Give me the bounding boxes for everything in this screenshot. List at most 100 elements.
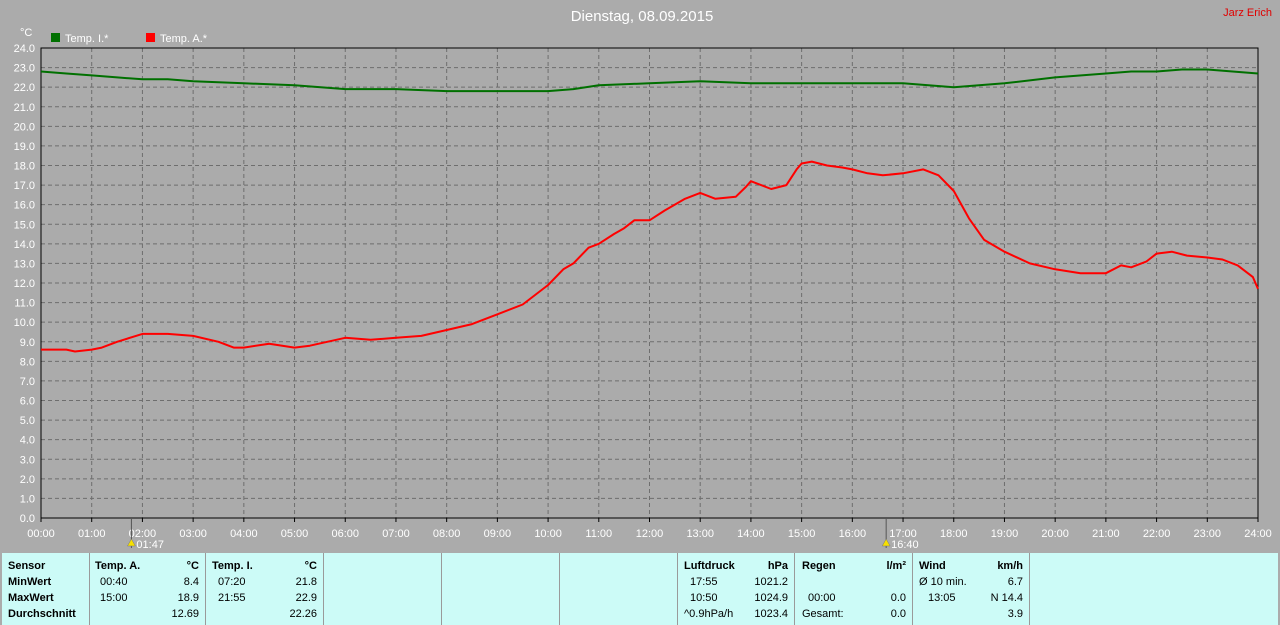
x-tick-label: 05:00 — [281, 528, 309, 540]
wind-gust-time: 13:05 — [928, 592, 956, 604]
pressure-unit: hPa — [767, 560, 788, 572]
chart-title: Dienstag, 08.09.2015 — [571, 8, 714, 25]
rain-unit: l/m² — [886, 560, 906, 572]
empty-column-2 — [442, 553, 560, 625]
y-tick-label: 11.0 — [14, 298, 35, 310]
y-tick-label: 18.0 — [14, 161, 35, 173]
temp-a-max-value: 18.9 — [177, 592, 199, 604]
wind-gust-value: N 14.4 — [990, 592, 1023, 604]
x-tick-label: 16:00 — [839, 528, 867, 540]
y-tick-label: 17.0 — [14, 180, 35, 192]
y-tick-label: 14.0 — [14, 239, 35, 251]
temp-i-min-time: 07:20 — [218, 576, 246, 588]
x-tick-label: 19:00 — [991, 528, 1019, 540]
legend-swatch-temp-i — [51, 33, 60, 42]
y-tick-label: 12.0 — [14, 278, 35, 290]
x-tick-label: 13:00 — [686, 528, 714, 540]
y-tick-label: 0.0 — [20, 513, 35, 525]
y-tick-label: 1.0 — [20, 493, 35, 505]
x-tick-label: 02:00 — [129, 528, 157, 540]
rain-value: 0.0 — [890, 592, 906, 604]
x-tick-label: 17:00 — [889, 528, 917, 540]
sensor-header: Sensor — [8, 560, 46, 572]
x-tick-label: 23:00 — [1194, 528, 1222, 540]
x-tick-label: 14:00 — [737, 528, 765, 540]
rain-total-value: 0.0 — [890, 608, 906, 620]
empty-column-3 — [560, 553, 678, 625]
author-label: Jarz Erich — [1223, 7, 1272, 19]
x-tick-label: 04:00 — [230, 528, 258, 540]
pressure-max-time: 10:50 — [690, 592, 718, 604]
x-tick-label: 00:00 — [27, 528, 55, 540]
x-tick-label: 09:00 — [484, 528, 512, 540]
sunrise-icon — [126, 538, 136, 547]
x-tick-label: 15:00 — [788, 528, 816, 540]
temp-i-max-time: 21:55 — [218, 592, 246, 604]
x-tick-label: 08:00 — [433, 528, 461, 540]
temp-i-header: Temp. I. — [212, 560, 253, 572]
y-tick-label: 2.0 — [20, 474, 35, 486]
series-line-temp-i — [40, 68, 1259, 93]
row-label-avg: Durchschnitt — [8, 608, 76, 620]
y-tick-label: 13.0 — [14, 258, 35, 270]
y-tick-label: 3.0 — [20, 454, 35, 466]
pressure-header: Luftdruck — [684, 560, 735, 572]
x-tick-label: 06:00 — [331, 528, 359, 540]
wind-column: Wind km/h Ø 10 min. 6.7 13:05 N 14.4 3.9 — [913, 553, 1030, 625]
pressure-trend: ^0.9hPa/h — [684, 608, 734, 620]
temp-i-max-value: 22.9 — [295, 592, 317, 604]
x-tick-label: 11:00 — [585, 528, 612, 540]
temp-a-average: 12.69 — [171, 608, 199, 620]
pressure-min-value: 1021.2 — [754, 576, 788, 588]
rain-header: Regen — [802, 560, 836, 572]
y-tick-label: 9.0 — [20, 337, 35, 349]
statistics-table: Sensor MinWert MaxWert Durchschnitt Temp… — [2, 553, 1278, 625]
sensor-column: Sensor MinWert MaxWert Durchschnitt — [2, 553, 90, 625]
temp-i-min-value: 21.8 — [295, 576, 317, 588]
x-tick-label: 10:00 — [534, 528, 562, 540]
rain-total-label: Gesamt: — [802, 608, 844, 620]
x-tick-label: 21:00 — [1092, 528, 1120, 540]
wind-avg-value: 6.7 — [1007, 576, 1023, 588]
y-tick-label: 19.0 — [14, 141, 35, 153]
rain-column: Regen l/m² 00:00 0.0 Gesamt: 0.0 — [795, 553, 913, 625]
temp-a-unit: °C — [186, 560, 199, 572]
legend: Temp. I.* Temp. A.* — [51, 33, 208, 45]
y-tick-label: 8.0 — [20, 356, 35, 368]
y-tick-label: 22.0 — [14, 82, 35, 94]
pressure-column: Luftdruck hPa 17:55 1021.2 10:50 1024.9 … — [678, 553, 795, 625]
wind-avg-label: Ø 10 min. — [919, 576, 967, 588]
wind-header: Wind — [919, 560, 946, 572]
y-tick-label: 16.0 — [14, 200, 35, 212]
y-tick-label: 21.0 — [14, 102, 35, 114]
y-tick-label: 20.0 — [14, 121, 35, 133]
y-unit-label: °C — [20, 27, 32, 39]
pressure-min-time: 17:55 — [690, 576, 718, 588]
pressure-average: 1023.4 — [754, 608, 788, 620]
x-tick-label: 24:00 — [1244, 528, 1272, 540]
y-tick-label: 7.0 — [20, 376, 35, 388]
y-tick-label: 24.0 — [14, 43, 35, 55]
row-label-max: MaxWert — [8, 592, 54, 604]
temperature-chart: Dienstag, 08.09.2015 Jarz Erich °C Temp.… — [13, 7, 1272, 551]
x-tick-label: 07:00 — [382, 528, 410, 540]
temp-i-average: 22.26 — [289, 608, 317, 620]
pressure-max-value: 1024.9 — [754, 592, 788, 604]
y-tick-label: 6.0 — [20, 396, 35, 408]
y-tick-label: 10.0 — [14, 317, 35, 329]
legend-label-temp-a: Temp. A.* — [160, 33, 208, 45]
sunset-icon — [881, 538, 891, 547]
y-tick-label: 15.0 — [14, 219, 35, 231]
rain-time: 00:00 — [808, 592, 836, 604]
x-tick-label: 12:00 — [636, 528, 664, 540]
y-tick-label: 4.0 — [20, 435, 35, 447]
plot-frame — [40, 47, 1259, 519]
temp-a-header: Temp. A. — [95, 560, 141, 572]
temp-a-min-time: 00:40 — [100, 576, 128, 588]
x-tick-label: 03:00 — [179, 528, 207, 540]
wind-unit: km/h — [997, 560, 1023, 572]
legend-label-temp-i: Temp. I.* — [65, 33, 109, 45]
temp-i-column: Temp. I. °C 07:20 21.8 21:55 22.9 22.26 — [206, 553, 324, 625]
plot-area: 0.0 1.0 2.0 3.0 4.0 5.0 6.0 7.0 8.0 9.0 10.0 11.0 12… — [14, 43, 1272, 551]
x-tick-label: 22:00 — [1143, 528, 1171, 540]
